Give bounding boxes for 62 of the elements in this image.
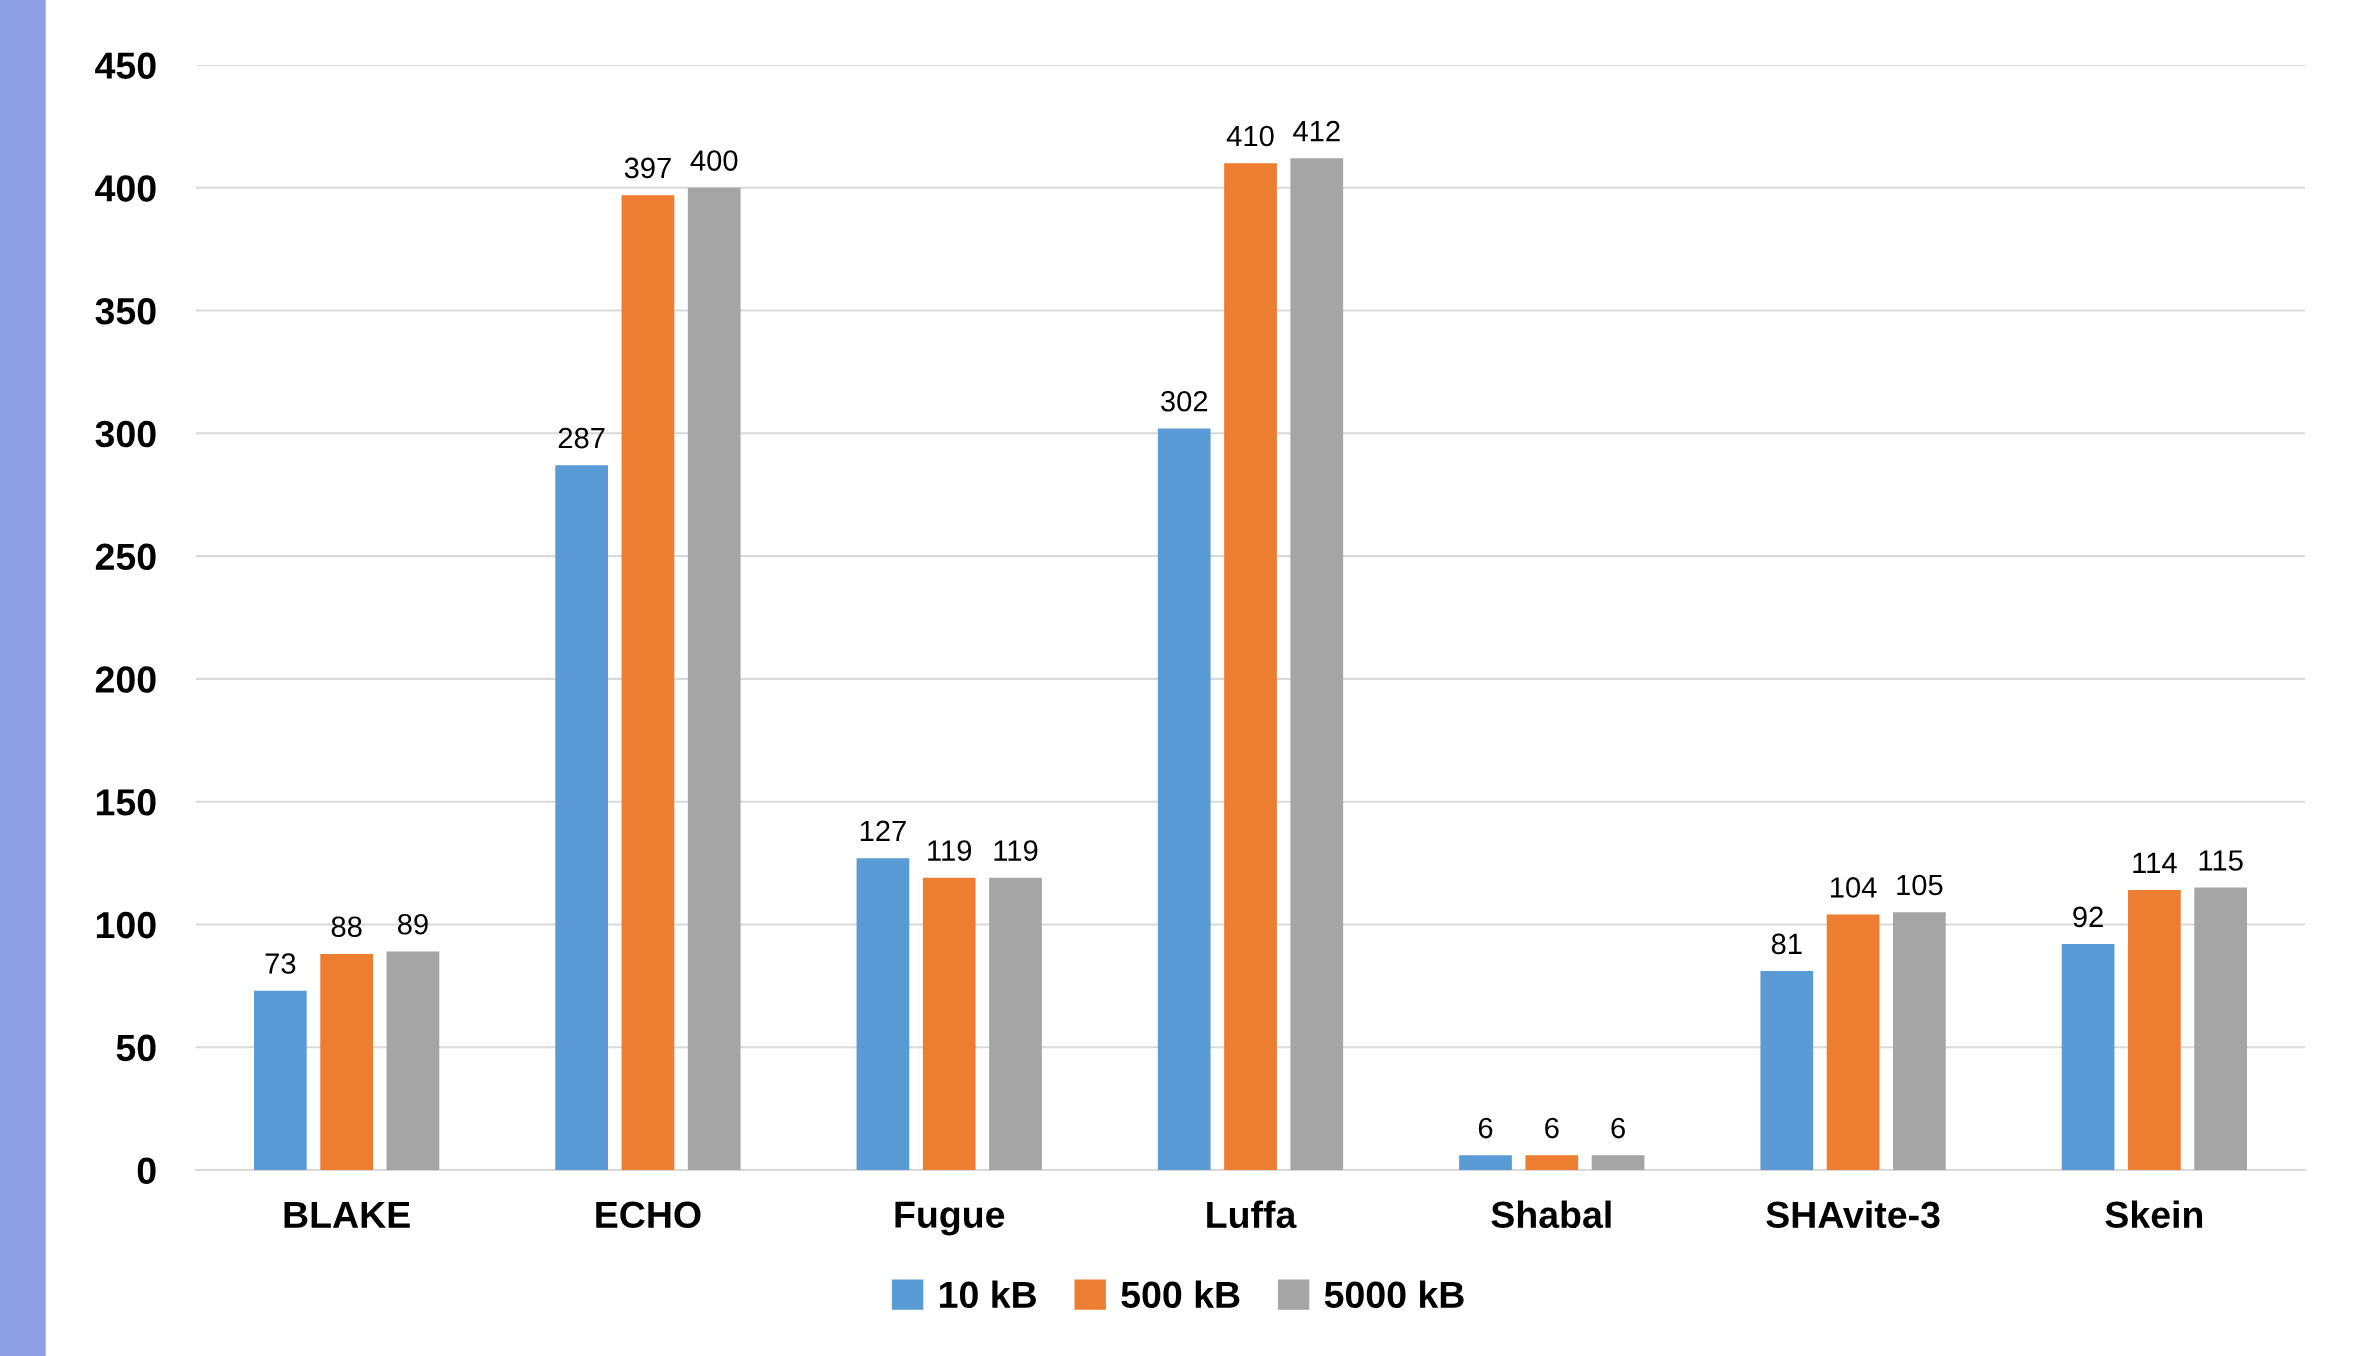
y-tick-label: 150 bbox=[96, 789, 156, 816]
y-tick-label: 0 bbox=[137, 1157, 156, 1184]
data-label: 104 bbox=[1830, 877, 1877, 898]
bar bbox=[922, 877, 976, 1170]
data-label: 88 bbox=[331, 916, 362, 938]
bar bbox=[1826, 914, 1880, 1170]
bar bbox=[1591, 1155, 1645, 1170]
y-tick-label: 300 bbox=[95, 420, 156, 448]
x-tick-label: Fugue bbox=[895, 1201, 1005, 1236]
bar bbox=[989, 877, 1042, 1170]
y-tick-label: 200 bbox=[95, 666, 156, 693]
bar bbox=[1892, 912, 1946, 1170]
bar bbox=[621, 195, 675, 1170]
data-label: 73 bbox=[265, 953, 296, 974]
bar bbox=[1760, 971, 1814, 1170]
bar bbox=[2127, 890, 2181, 1170]
data-label: 119 bbox=[994, 840, 1038, 861]
x-tick-label: Shabal bbox=[1491, 1200, 1611, 1229]
bar bbox=[1157, 428, 1211, 1170]
data-label: 412 bbox=[1293, 120, 1340, 142]
data-label: 6 bbox=[1611, 1117, 1625, 1139]
bar bbox=[1290, 158, 1344, 1170]
data-label: 400 bbox=[690, 150, 738, 171]
bar bbox=[2194, 887, 2247, 1170]
data-label: 114 bbox=[2133, 852, 2177, 873]
bar bbox=[1459, 1155, 1512, 1170]
data-label: 105 bbox=[1897, 874, 1943, 896]
x-tick-label: ECHO bbox=[596, 1201, 701, 1229]
bar bbox=[687, 187, 741, 1170]
legend-label: 5000 kB bbox=[1324, 1280, 1464, 1309]
bar bbox=[320, 953, 374, 1170]
bar bbox=[1224, 163, 1277, 1170]
data-label: 81 bbox=[1771, 933, 1802, 955]
data-label: 6 bbox=[1545, 1117, 1559, 1139]
x-tick-label: Skein bbox=[2105, 1200, 2203, 1229]
bar bbox=[555, 465, 609, 1170]
data-label: 127 bbox=[860, 820, 906, 841]
bar bbox=[1525, 1155, 1579, 1170]
bar bbox=[254, 990, 307, 1170]
x-tick-label: SHAvite-3 bbox=[1766, 1200, 1940, 1229]
y-tick-label: 350 bbox=[95, 297, 156, 325]
data-label: 302 bbox=[1161, 390, 1208, 412]
data-label: 397 bbox=[624, 157, 671, 179]
data-label: 115 bbox=[2199, 850, 2243, 871]
y-tick-label: 250 bbox=[95, 543, 156, 571]
data-label: 287 bbox=[558, 427, 605, 449]
x-tick-label: Luffa bbox=[1207, 1200, 1297, 1229]
data-label: 119 bbox=[928, 840, 972, 861]
y-tick-label: 100 bbox=[96, 911, 156, 939]
y-tick-label: 50 bbox=[116, 1034, 156, 1062]
legend-label: 10 kB bbox=[939, 1280, 1036, 1309]
data-label: 6 bbox=[1478, 1117, 1493, 1139]
bar bbox=[386, 951, 440, 1170]
bar bbox=[856, 858, 910, 1170]
data-label: 92 bbox=[2073, 906, 2103, 928]
legend-label: 500 kB bbox=[1121, 1280, 1240, 1309]
data-label: 89 bbox=[397, 913, 428, 935]
y-tick-label: 450 bbox=[95, 52, 156, 79]
bar bbox=[2061, 944, 2115, 1170]
x-tick-label: BLAKE bbox=[284, 1201, 410, 1228]
data-label: 410 bbox=[1226, 125, 1274, 147]
y-tick-label: 400 bbox=[95, 175, 156, 202]
